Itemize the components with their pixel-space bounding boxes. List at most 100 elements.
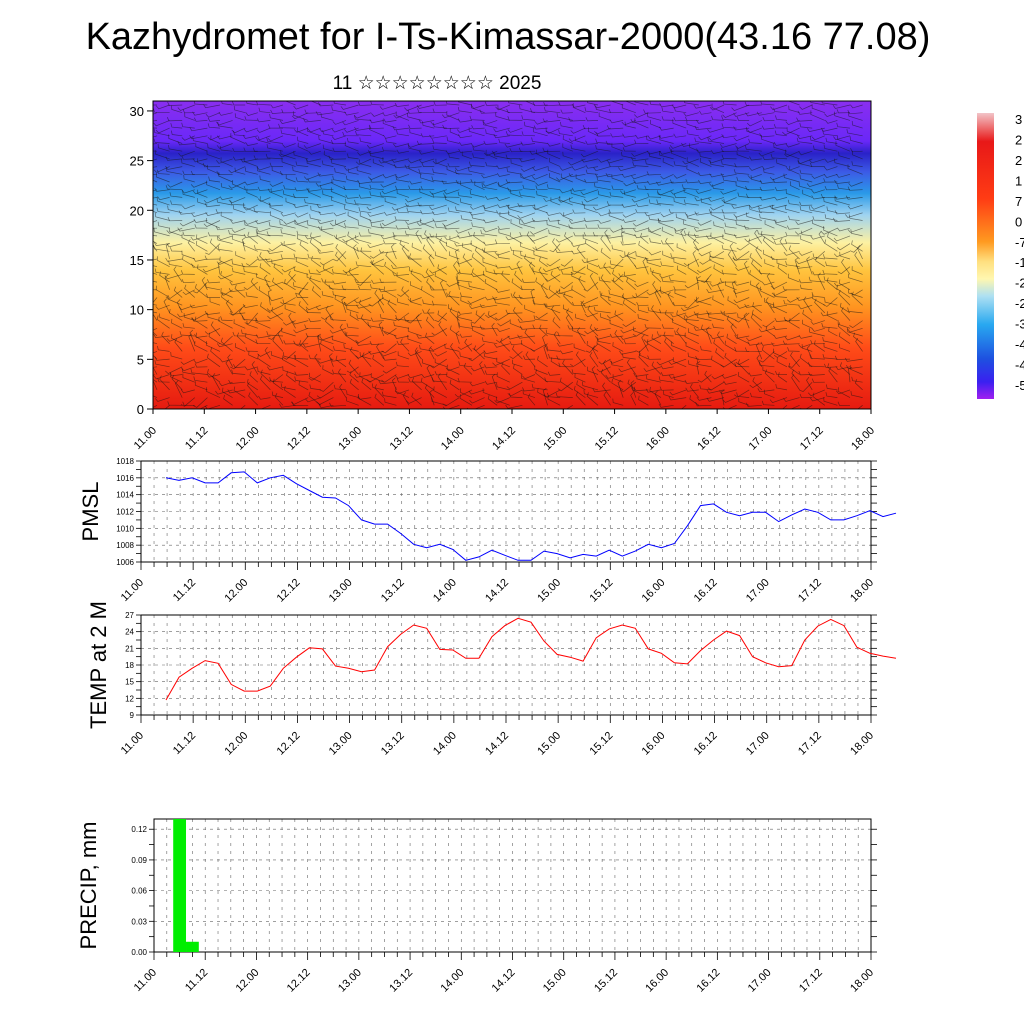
wind-barb — [255, 334, 271, 339]
wind-barb — [791, 374, 800, 391]
wind-barb — [153, 120, 170, 127]
wind-barb — [632, 328, 649, 337]
wind-barb — [382, 112, 397, 117]
wind-barb — [417, 202, 435, 207]
wind-barb — [368, 228, 384, 237]
wind-barb — [636, 374, 649, 383]
wind-barb — [635, 203, 649, 208]
x-tick-label: 17.12 — [797, 967, 825, 995]
wind-barb — [230, 200, 246, 206]
wind-barb — [335, 251, 347, 267]
wind-barb — [736, 150, 750, 160]
wind-barb — [535, 369, 548, 383]
wind-barb — [592, 345, 599, 360]
wind-barb — [204, 404, 221, 409]
wind-barb — [802, 319, 813, 329]
wind-barb — [662, 250, 674, 260]
wind-barb — [463, 362, 473, 375]
wind-barb — [446, 364, 460, 375]
wind-barb — [219, 256, 233, 268]
wind-barb — [733, 297, 750, 304]
wind-barb — [458, 269, 473, 275]
wind-barb — [243, 202, 258, 214]
wind-barb — [331, 127, 347, 133]
wind-barb — [737, 192, 750, 198]
wind-barb — [552, 317, 561, 329]
colorbar-label: -7 — [1015, 235, 1024, 250]
wind-barb — [325, 305, 334, 321]
wind-barb — [537, 388, 548, 398]
wind-barb — [344, 127, 359, 133]
wind-barb — [704, 370, 712, 383]
wind-barb — [582, 234, 599, 244]
wind-barb — [170, 372, 183, 383]
wind-barb — [574, 373, 586, 383]
wind-barb — [783, 397, 800, 402]
wind-barb — [709, 252, 725, 260]
wind-barb — [252, 404, 271, 409]
wind-barb — [571, 285, 586, 298]
wind-barb — [612, 398, 624, 406]
wind-barb — [563, 292, 574, 306]
wind-barb — [420, 185, 435, 191]
wind-barb — [837, 135, 851, 144]
wind-barb — [382, 157, 397, 167]
wind-barb — [854, 251, 863, 267]
wind-barb — [595, 145, 611, 152]
wind-barb — [154, 187, 170, 192]
wind-barb — [621, 203, 636, 208]
wind-barb — [684, 297, 700, 309]
wind-barb — [626, 251, 637, 267]
wind-barb — [447, 207, 460, 214]
wind-barb — [796, 137, 813, 144]
wind-barb — [542, 334, 548, 352]
wind-barb — [219, 335, 233, 346]
wind-barb — [696, 361, 701, 375]
wind-barb — [396, 130, 410, 137]
wind-barb — [799, 169, 813, 175]
wind-barb — [228, 379, 246, 384]
wind-barb — [660, 212, 674, 218]
wind-barb — [258, 136, 271, 144]
wind-barb — [647, 135, 662, 140]
wind-barb — [575, 351, 586, 368]
wind-barb — [395, 312, 410, 321]
wind-barb — [766, 272, 775, 290]
wind-barb — [309, 275, 322, 291]
wind-barb — [785, 120, 800, 126]
wind-barb — [455, 206, 473, 214]
wind-barb — [732, 256, 750, 261]
wind-barb — [295, 177, 309, 183]
wind-barb — [155, 127, 170, 134]
wind-barb — [491, 322, 498, 337]
wind-barb — [634, 139, 649, 144]
wind-barb — [230, 219, 246, 224]
y-tick-label: 27 — [125, 611, 134, 620]
wind-barb — [378, 288, 397, 293]
wind-barb — [328, 155, 347, 160]
wind-barb — [836, 173, 851, 178]
wind-barb — [246, 101, 258, 106]
wind-barb — [335, 219, 347, 229]
wind-barb — [220, 271, 233, 283]
wind-barb — [269, 377, 284, 383]
wind-barb — [622, 143, 636, 148]
wind-barb — [750, 280, 762, 291]
wind-barb — [658, 403, 674, 408]
wind-barb — [219, 146, 233, 152]
wind-barb — [271, 259, 284, 268]
wind-barb — [606, 312, 624, 319]
wind-barb — [421, 358, 435, 368]
wind-barb — [369, 251, 384, 259]
wind-barb — [696, 313, 712, 321]
wind-barb — [656, 199, 674, 206]
wind-barb — [280, 150, 296, 160]
wind-barb — [716, 331, 725, 344]
wind-barb — [267, 312, 284, 320]
wind-barb — [809, 354, 825, 360]
wind-barb — [759, 351, 775, 363]
y-tick-label: 0.12 — [131, 825, 147, 834]
wind-barb — [292, 193, 309, 198]
wind-barb — [612, 277, 624, 291]
wind-barb — [683, 101, 699, 106]
